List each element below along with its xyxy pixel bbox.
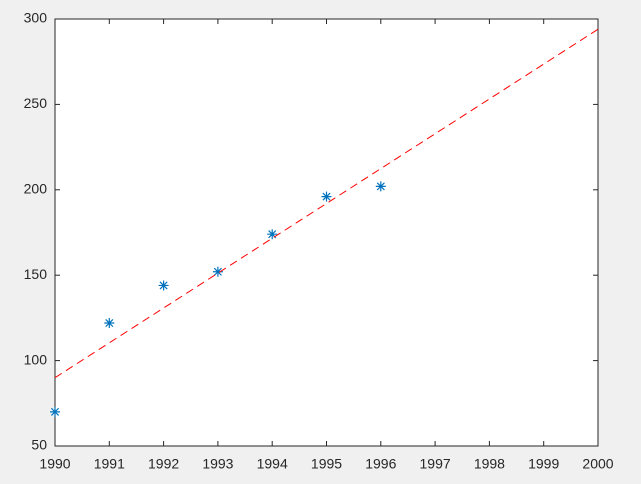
y-tick-label: 200 bbox=[24, 181, 48, 197]
data-point bbox=[104, 318, 115, 329]
y-tick-label: 100 bbox=[24, 351, 48, 367]
x-tick-label: 2000 bbox=[582, 456, 613, 472]
data-point bbox=[375, 181, 386, 192]
y-tick-label: 300 bbox=[24, 10, 48, 26]
x-tick-label: 1996 bbox=[365, 456, 396, 472]
x-tick-label: 1997 bbox=[420, 456, 451, 472]
fit-line bbox=[54, 28, 599, 379]
y-tick-label: 250 bbox=[24, 95, 48, 111]
data-point bbox=[212, 266, 223, 277]
data-point bbox=[50, 406, 60, 417]
x-tick-label: 1991 bbox=[94, 456, 125, 472]
x-tick-label: 1990 bbox=[39, 456, 70, 472]
plot-area bbox=[55, 19, 598, 446]
y-tick-label: 50 bbox=[31, 437, 47, 453]
data-point bbox=[321, 191, 332, 202]
x-tick-label: 1992 bbox=[148, 456, 179, 472]
y-tick-label: 150 bbox=[24, 266, 48, 282]
x-tick-label: 1998 bbox=[474, 456, 505, 472]
x-tick-label: 1995 bbox=[311, 456, 342, 472]
data-point bbox=[158, 280, 169, 291]
x-tick-label: 1993 bbox=[202, 456, 233, 472]
data-point bbox=[267, 229, 278, 240]
x-tick-label: 1994 bbox=[257, 456, 288, 472]
x-tick-label: 1999 bbox=[528, 456, 559, 472]
axes-box bbox=[54, 18, 599, 447]
